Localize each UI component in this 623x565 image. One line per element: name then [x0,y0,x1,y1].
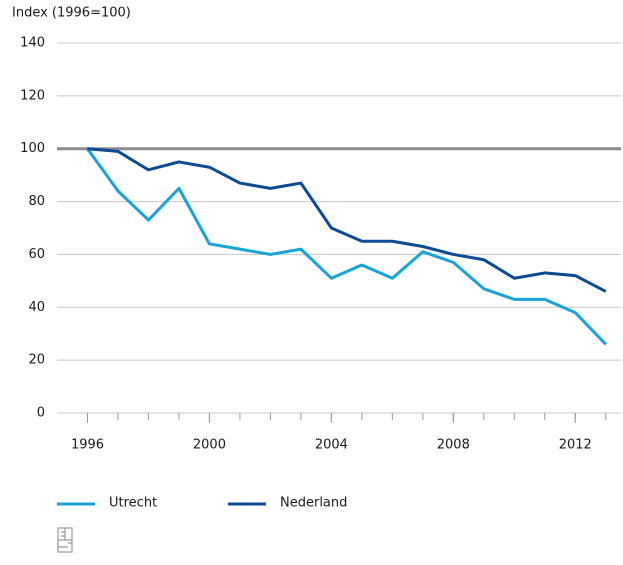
cbs-logo [57,527,73,553]
x-tick-label: 2004 [315,438,348,453]
legend-label: Nederland [280,496,347,511]
y-tick-label: 40 [28,300,45,315]
y-tick-label: 20 [28,353,45,368]
x-tick-label: 2012 [559,438,592,453]
x-tick-label: 2000 [193,438,226,453]
x-tick-label: 1996 [71,438,104,453]
y-tick-label: 80 [28,194,45,209]
series-line [87,147,607,293]
x-tick-label: 2008 [437,438,470,453]
legend-label: Utrecht [109,496,157,511]
y-axis-title: Index (1996=100) [12,6,131,21]
y-tick-label: 0 [37,406,45,421]
y-tick-label: 60 [28,247,45,262]
y-tick-label: 100 [20,141,45,156]
y-tick-label: 120 [20,88,45,103]
series-line [86,147,607,346]
y-tick-label: 140 [20,36,45,51]
